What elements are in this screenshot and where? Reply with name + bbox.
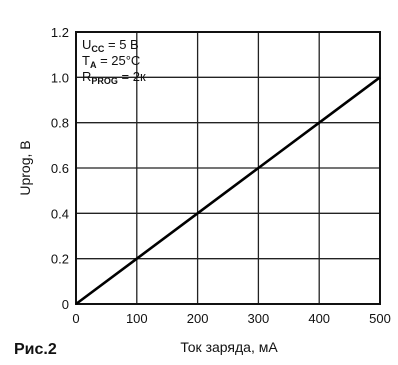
condition-annotation: UCC = 5 В xyxy=(82,37,139,54)
y-tick-label: 0.6 xyxy=(51,161,69,176)
series-line xyxy=(75,76,381,306)
y-tick-label: 0 xyxy=(62,297,69,312)
y-axis-label: Uprog, B xyxy=(17,140,33,195)
condition-annotation: RPROG = 2к xyxy=(82,69,146,86)
x-tick-label: 200 xyxy=(187,311,209,326)
x-tick-label: 300 xyxy=(248,311,270,326)
y-tick-label: 0.4 xyxy=(51,206,69,221)
y-tick-label: 0.2 xyxy=(51,252,69,267)
x-tick-label: 0 xyxy=(72,311,79,326)
x-axis-label: Ток заряда, мА xyxy=(180,339,278,355)
x-tick-label: 400 xyxy=(308,311,330,326)
x-tick-label: 100 xyxy=(126,311,148,326)
y-tick-label: 1.0 xyxy=(51,70,69,85)
plot-frame xyxy=(75,31,381,305)
y-tick-label: 0.8 xyxy=(51,116,69,131)
figure-label: Рис.2 xyxy=(14,341,57,358)
x-tick-label: 500 xyxy=(369,311,391,326)
condition-annotation: TA = 25°C xyxy=(82,53,140,70)
y-tick-label: 1.2 xyxy=(51,25,69,40)
